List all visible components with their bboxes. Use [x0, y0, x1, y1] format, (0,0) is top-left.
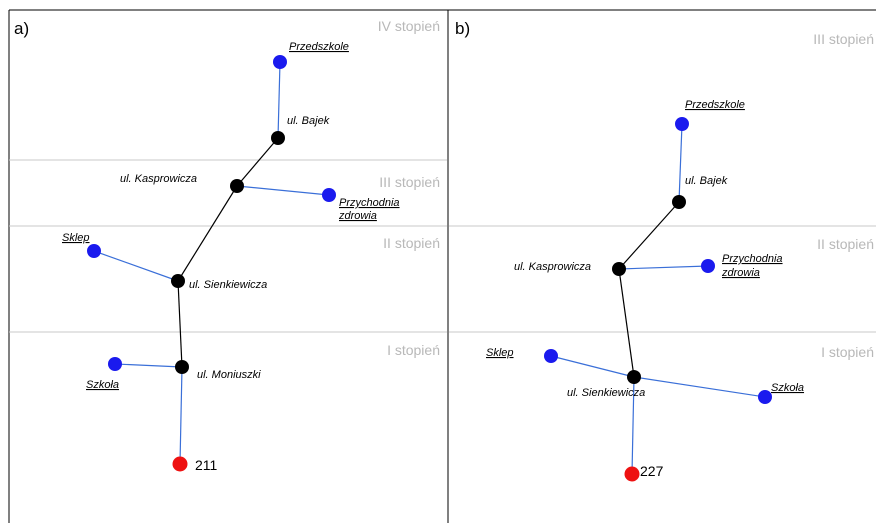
panel-b-node-przychodnia: [701, 259, 715, 273]
panel-a-level-4: IV stopień: [378, 18, 440, 34]
panel-a-label-przedszkole: Przedszkole: [289, 41, 349, 53]
panel-b-level-2: II stopień: [817, 236, 874, 252]
panel-a-edge-przychodnia: [237, 186, 329, 195]
panel-b-edge-sklep: [551, 356, 634, 377]
panel-a-node-sklep: [87, 244, 101, 258]
panel-a-label-szkola: Szkoła: [86, 379, 119, 391]
panel-b-label-przychodnia-2: zdrowia: [721, 267, 760, 279]
panel-b-edge-przedszkole: [679, 124, 682, 202]
panel-b-level-3: III stopień: [813, 31, 874, 47]
panel-b-label-bajek: ul. Bajek: [685, 175, 728, 187]
panel-b-node-szkola: [758, 390, 772, 404]
panel-b-label-szkola: Szkoła: [771, 382, 804, 394]
panel-a-edge-sklep: [94, 251, 178, 281]
panel-a-node-source: [173, 457, 188, 472]
panel-a-source-value: 211: [195, 457, 218, 473]
panel-a-label-przychodnia-1: Przychodnia: [339, 197, 400, 209]
panel-b-edge-bajek-kasprowicza: [619, 202, 679, 269]
panel-b-label: b): [455, 19, 470, 38]
panel-a-node-przychodnia: [322, 188, 336, 202]
panel-b-node-sienkiewicza: [627, 370, 641, 384]
panel-a: a) IV stopień III stopień II stopień I s…: [9, 18, 447, 473]
panel-a-node-przedszkole: [273, 55, 287, 69]
panel-a-label-moniuszki: ul. Moniuszki: [197, 369, 261, 381]
panel-b-label-przedszkole: Przedszkole: [685, 99, 745, 111]
panel-a-level-1: I stopień: [387, 342, 440, 358]
panel-b-level-1: I stopień: [821, 344, 874, 360]
panel-a-label-sklep: Sklep: [62, 232, 90, 244]
panel-a-edge-kasprowicza-sienkiewicza: [178, 186, 237, 281]
panel-a-node-bajek: [271, 131, 285, 145]
panel-b-label-sienkiewicza: ul. Sienkiewicza: [567, 387, 645, 399]
panel-b-node-sklep: [544, 349, 558, 363]
panel-b-node-przedszkole: [675, 117, 689, 131]
panel-a-node-sienkiewicza: [171, 274, 185, 288]
panel-b-label-sklep: Sklep: [486, 347, 514, 359]
panel-b-node-bajek: [672, 195, 686, 209]
panel-b-source-value: 227: [640, 463, 664, 479]
panel-a-label-kasprowicza: ul. Kasprowicza: [120, 173, 197, 185]
panel-b-edge-szkola: [634, 377, 765, 397]
panel-a-label-sienkiewicza: ul. Sienkiewicza: [189, 279, 267, 291]
panel-a-node-kasprowicza: [230, 179, 244, 193]
panel-a-edge-sienkiewicza-moniuszki: [178, 281, 182, 367]
panel-b-edge-kasprowicza-sienkiewicza: [619, 269, 634, 377]
panel-a-level-2: II stopień: [383, 235, 440, 251]
panel-a-edge-bajek-kasprowicza: [237, 138, 278, 186]
panel-a-edge-szkola: [115, 364, 182, 367]
panel-b-label-przychodnia-1: Przychodnia: [722, 253, 783, 265]
panel-a-level-3: III stopień: [379, 174, 440, 190]
panel-b-label-kasprowicza: ul. Kasprowicza: [514, 261, 591, 273]
panel-b: b) III stopień II stopień I stopień Prze…: [449, 19, 876, 482]
panel-b-node-kasprowicza: [612, 262, 626, 276]
panel-a-edge-source: [180, 367, 182, 464]
panel-a-label: a): [14, 19, 29, 38]
panel-a-node-szkola: [108, 357, 122, 371]
panel-a-label-przychodnia-2: zdrowia: [338, 210, 377, 222]
panel-a-edge-przedszkole: [278, 62, 280, 138]
panel-a-label-bajek: ul. Bajek: [287, 115, 330, 127]
panel-b-node-source: [625, 467, 640, 482]
panel-a-node-moniuszki: [175, 360, 189, 374]
panel-b-edge-przychodnia: [619, 266, 708, 269]
